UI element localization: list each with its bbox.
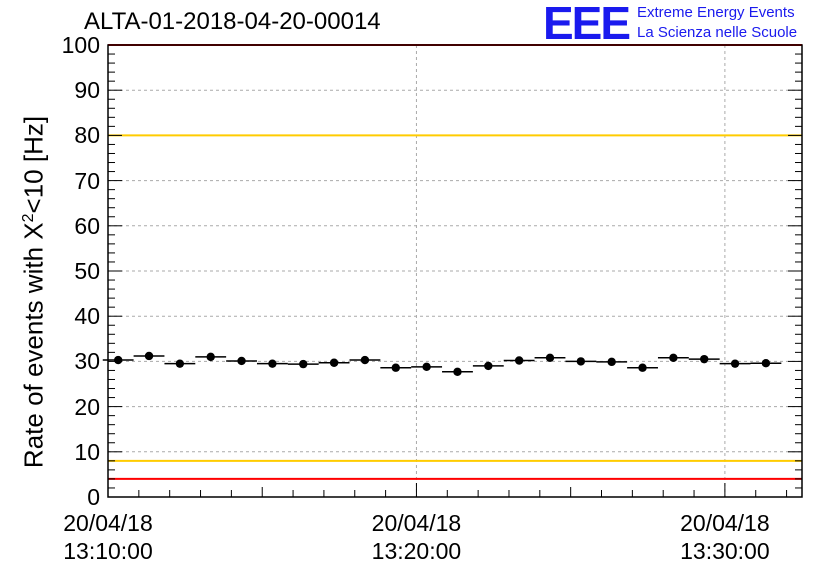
data-point [113,355,123,365]
data-point [268,359,277,368]
y-tick-label: 40 [74,303,100,330]
x-tick-label-date: 20/04/18 [680,510,770,536]
x-tick-label-time: 13:20:00 [371,538,462,564]
x-tick-label-time: 13:30:00 [680,538,770,564]
x-tick-label: 20/04/18 13:10:00 [48,509,168,565]
data-point [514,356,524,365]
chart-title: ALTA-01-2018-04-20-00014 [84,8,381,35]
data-point [299,359,308,369]
data-point [237,356,246,366]
data-point [576,357,586,366]
y-tick-label: 30 [74,348,100,375]
y-tick-label: 20 [74,393,100,420]
y-tick-label: 0 [87,484,100,510]
y-tick-label: 50 [74,258,100,284]
y-tick-label: 70 [74,167,100,194]
data-point [144,351,154,361]
y-tick-label: 60 [74,212,100,239]
x-tick-label-date: 20/04/18 [371,510,462,536]
y-tick-label: 10 [74,438,100,465]
y-tick-label: 90 [74,77,100,104]
y-axis-label-superscript: 2 [19,213,37,223]
data-point [175,359,185,368]
data-point [484,361,493,371]
data-point [453,367,462,376]
data-point [607,357,616,367]
data-point [638,363,647,372]
data-point [730,359,740,368]
data-point [545,353,555,362]
data-point [329,358,339,367]
x-tick-label-date: 20/04/18 [63,510,153,536]
x-tick-label: 20/04/18 13:30:00 [665,509,785,565]
y-tick-label: 80 [74,122,100,149]
x-tick-label-time: 13:10:00 [63,538,153,564]
x-tick-label: 20/04/18 13:20:00 [356,509,476,565]
data-point [669,353,678,362]
data-point [761,359,771,368]
data-point [700,354,709,364]
eee-logo: EEE [543,0,631,49]
logo-subtitle-line1: Extreme Energy Events [637,4,795,21]
data-point [391,363,400,372]
data-point [360,355,370,365]
data-point [422,362,431,372]
y-tick-label: 100 [61,32,100,58]
logo-subtitle-line2: La Scienza nelle Scuole [637,24,798,41]
data-point [206,352,215,362]
